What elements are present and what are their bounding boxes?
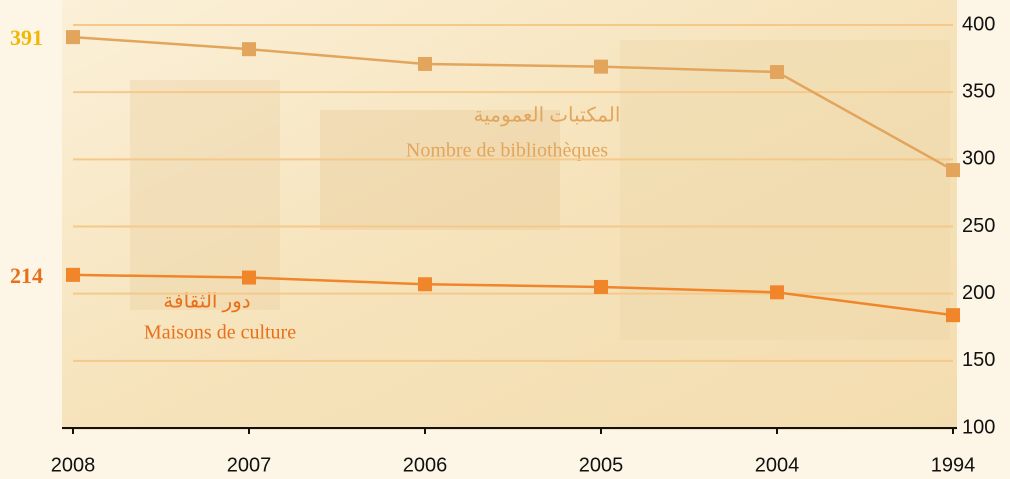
x-tick-label: 2006 xyxy=(403,454,448,476)
chart: المكتبات العمومية Nombre de bibliothèque… xyxy=(0,0,1010,479)
y-tick-label: 200 xyxy=(962,282,995,304)
x-tick-label: 2005 xyxy=(579,454,624,476)
data-label: 391 xyxy=(10,25,43,50)
x-tick-label: 2004 xyxy=(755,454,800,476)
y-tick-label: 350 xyxy=(962,80,995,102)
point-marker xyxy=(66,268,80,282)
data-label: 214 xyxy=(10,263,43,288)
series-label: Maisons de culture xyxy=(144,322,296,344)
point-marker xyxy=(418,57,432,71)
point-marker xyxy=(418,277,432,291)
y-tick-label: 100 xyxy=(962,416,995,438)
point-marker xyxy=(594,60,608,74)
point-marker xyxy=(594,280,608,294)
photo-shelf xyxy=(620,40,950,340)
point-marker xyxy=(242,271,256,285)
point-marker xyxy=(946,308,960,322)
series-label-ar: المكتبات العمومية xyxy=(474,105,621,127)
y-tick-label: 400 xyxy=(962,13,995,35)
y-tick-label: 250 xyxy=(962,215,995,237)
y-tick-label: 150 xyxy=(962,349,995,371)
point-marker xyxy=(242,42,256,56)
photo-shelf xyxy=(320,110,560,230)
point-marker xyxy=(770,285,784,299)
x-tick-label: 2008 xyxy=(51,454,96,476)
series-label: Nombre de bibliothèques xyxy=(406,140,608,162)
point-marker xyxy=(946,163,960,177)
x-tick-label: 1994 xyxy=(931,454,976,476)
point-marker xyxy=(66,30,80,44)
point-marker xyxy=(770,65,784,79)
x-tick-label: 2007 xyxy=(227,454,272,476)
y-tick-label: 300 xyxy=(962,148,995,170)
